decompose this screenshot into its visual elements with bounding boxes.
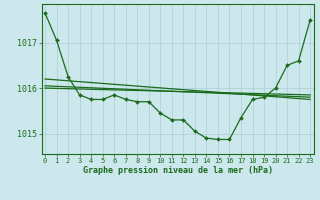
X-axis label: Graphe pression niveau de la mer (hPa): Graphe pression niveau de la mer (hPa) xyxy=(83,166,273,175)
